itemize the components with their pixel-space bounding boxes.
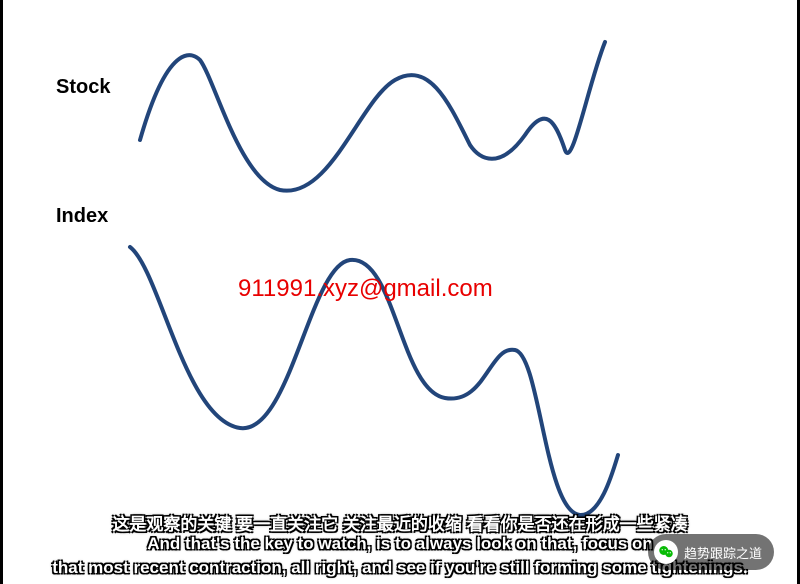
wechat-badge-text: 趋势跟踪之道 xyxy=(684,543,762,562)
stock-curve xyxy=(140,42,605,191)
wechat-badge: 趋势跟踪之道 xyxy=(648,534,774,570)
index-label: Index xyxy=(56,205,108,228)
wechat-icon xyxy=(654,540,678,564)
watermark-text: 911991.xyz@gmail.com xyxy=(238,275,493,303)
stock-label: Stock xyxy=(56,76,110,99)
